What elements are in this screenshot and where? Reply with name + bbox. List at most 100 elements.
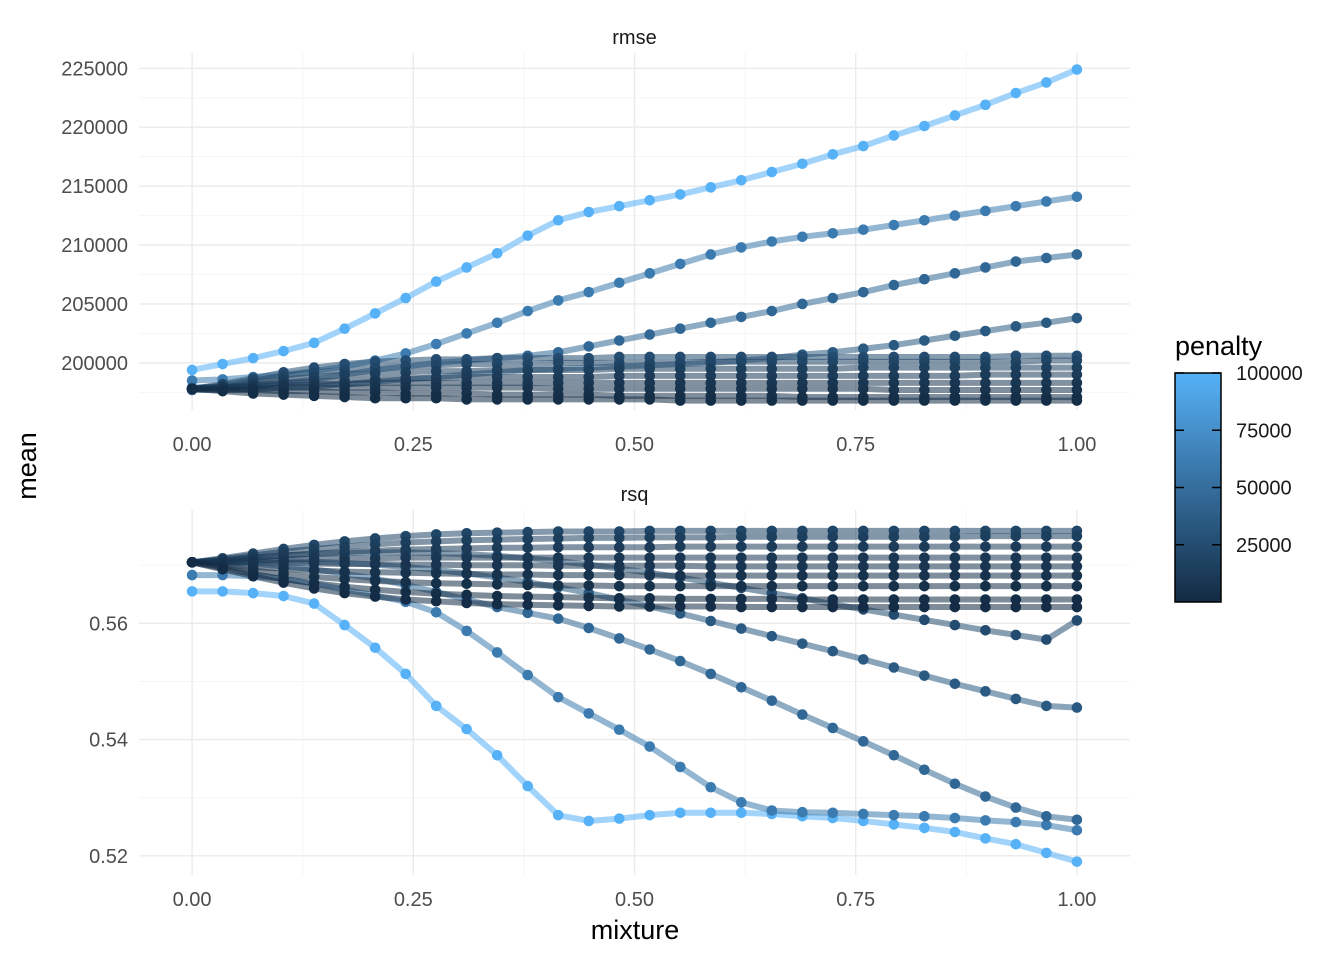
data-point — [1041, 77, 1052, 88]
data-point — [461, 559, 472, 571]
data-point — [674, 807, 686, 819]
data-point — [766, 166, 778, 178]
data-point — [674, 761, 686, 773]
data-point — [919, 541, 930, 552]
data-point — [736, 174, 747, 186]
data-point — [491, 749, 503, 761]
data-point — [858, 541, 869, 552]
data-point — [919, 601, 930, 613]
data-point — [583, 286, 595, 298]
data-point — [858, 808, 869, 820]
data-point — [919, 670, 930, 681]
series-penalty-5000 — [186, 557, 1083, 581]
data-point — [949, 570, 961, 581]
data-point — [491, 552, 503, 563]
x-tick-label: 1.00 — [1057, 889, 1096, 911]
data-point — [1071, 561, 1083, 572]
x-axis-title: mixture — [591, 915, 680, 945]
data-point — [1010, 594, 1022, 605]
data-point — [674, 395, 686, 406]
data-point — [705, 781, 717, 793]
data-point — [1010, 321, 1022, 332]
data-point — [827, 561, 839, 572]
data-point — [461, 625, 472, 637]
data-point — [858, 224, 869, 236]
data-point — [613, 277, 625, 289]
data-point — [980, 530, 991, 542]
data-point — [797, 231, 808, 243]
data-point — [522, 305, 533, 317]
data-point — [339, 573, 350, 585]
data-point — [674, 655, 686, 667]
data-point — [858, 395, 869, 406]
data-point — [491, 542, 503, 554]
data-point — [278, 590, 289, 602]
data-point — [339, 391, 350, 403]
x-tick-label: 0.00 — [173, 434, 212, 456]
data-point — [491, 647, 503, 658]
data-point — [461, 568, 472, 580]
data-point — [491, 534, 503, 545]
data-point — [766, 552, 778, 563]
data-point — [308, 598, 320, 609]
data-point — [1041, 634, 1052, 645]
data-point — [1041, 530, 1052, 542]
data-point — [705, 317, 717, 329]
data-point — [797, 383, 808, 395]
data-point — [1041, 811, 1052, 822]
data-point — [1010, 601, 1022, 613]
data-point — [858, 552, 869, 563]
data-point — [888, 662, 900, 673]
data-point — [736, 552, 747, 563]
data-point — [858, 601, 869, 613]
data-point — [1010, 570, 1022, 581]
y-tick-label: 210000 — [61, 235, 128, 257]
data-point — [369, 591, 381, 602]
data-point — [369, 392, 381, 404]
legend-tick-label: 25000 — [1236, 535, 1292, 557]
series-penalty-2000 — [186, 383, 1083, 406]
data-point — [705, 668, 717, 680]
data-point — [522, 669, 533, 681]
legend-ticks: 25000 50000 75000 100000 — [1175, 363, 1303, 557]
data-point — [949, 601, 961, 613]
y-tick-label: 0.54 — [89, 730, 128, 752]
data-point — [583, 341, 595, 352]
data-point — [980, 601, 991, 613]
data-point — [247, 587, 259, 599]
data-point — [766, 561, 778, 572]
data-point — [1041, 552, 1052, 563]
data-point — [552, 580, 564, 591]
data-point — [522, 579, 533, 591]
data-point — [613, 394, 625, 405]
data-point — [552, 533, 564, 544]
data-point — [919, 594, 930, 605]
data-point — [766, 601, 778, 613]
data-point — [858, 140, 869, 152]
data-point — [766, 395, 778, 406]
data-point — [888, 130, 900, 141]
panel-strip-label: rsq — [621, 484, 649, 506]
data-point — [705, 541, 717, 552]
data-point — [949, 619, 961, 631]
data-point — [888, 601, 900, 613]
data-point — [674, 593, 686, 605]
data-point — [613, 560, 625, 572]
data-point — [858, 594, 869, 605]
data-point — [674, 552, 686, 563]
data-point — [827, 227, 839, 239]
data-point — [766, 305, 778, 317]
data-point — [949, 594, 961, 605]
data-point — [491, 248, 503, 259]
data-point — [1041, 700, 1052, 712]
data-point — [736, 681, 747, 693]
data-point — [1010, 541, 1022, 552]
data-point — [888, 362, 900, 373]
data-point — [797, 298, 808, 310]
data-point — [339, 566, 350, 577]
data-point — [400, 594, 411, 605]
data-point — [949, 812, 961, 824]
data-point — [186, 383, 198, 395]
data-point — [400, 292, 411, 304]
data-point — [583, 206, 595, 218]
